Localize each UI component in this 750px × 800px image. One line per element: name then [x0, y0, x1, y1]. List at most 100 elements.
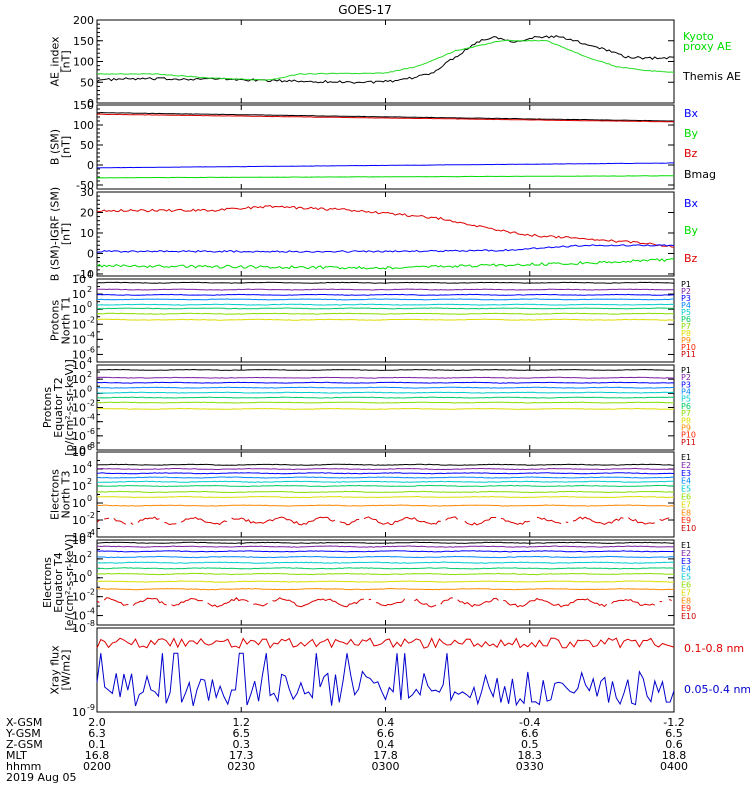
series-noisy-segment	[572, 516, 624, 525]
y-axis-label: North T1	[60, 297, 73, 345]
x-tick-label-x-gsm: -1.2	[663, 716, 684, 729]
legend-item: By	[684, 224, 699, 237]
series-noisy-segment	[171, 597, 203, 607]
series-flux-channel	[96, 484, 675, 488]
series-noisy-segment	[464, 517, 497, 526]
series-xray-short	[96, 652, 675, 707]
series-flux-channel	[97, 495, 675, 499]
series-noisy-segment	[103, 597, 129, 606]
y-axis-label: Xray flux	[49, 645, 62, 695]
y-axis-label: Electrons	[41, 557, 54, 608]
series-bx-igrf	[96, 244, 675, 253]
legend-item: P6	[681, 315, 691, 324]
y-tick-label: 10	[72, 480, 86, 493]
series-noisy-segment	[137, 516, 160, 523]
x-tick-label-y-gsm: 6.5	[665, 727, 683, 740]
series-noisy-segment	[231, 516, 336, 526]
x-row-label: hhmm	[6, 760, 41, 773]
series-noisy-segment	[96, 600, 100, 603]
legend-item: E9	[681, 516, 691, 525]
y-tick-exponent: 4	[87, 531, 92, 540]
series-flux-channel	[96, 303, 675, 306]
x-row-label: Y-GSM	[5, 727, 41, 740]
x-tick-label-x-gsm: -0.4	[519, 716, 540, 729]
y-tick-exponent: 2	[87, 550, 92, 559]
y-tick-exponent: -8	[87, 619, 95, 628]
legend-item: Bz	[684, 147, 698, 160]
series-flux-channel	[96, 386, 675, 389]
y-axis-label: [nT]	[60, 50, 73, 72]
series-noisy-segment	[104, 517, 110, 520]
y-tick-exponent: -4	[87, 330, 95, 339]
x-tick-label-mlt: 16.8	[85, 749, 110, 762]
y-tick-exponent: 4	[87, 460, 92, 469]
panel-bigrf: -10 0 10 20 30 B (SM)-IGRF (SM)[nT] Bx By Bz	[49, 186, 699, 281]
x-tick-label-mlt: 17.3	[229, 749, 254, 762]
series-noisy-segment	[611, 599, 656, 606]
panel-bsm: -50 0 50 100 150 B (SM)[nT] Bx By Bz Bmag	[49, 99, 717, 192]
series-noisy-segment	[96, 519, 100, 523]
y-tick-label: 0	[87, 247, 94, 260]
y-tick-exponent: 2	[87, 285, 92, 294]
series-by	[96, 175, 675, 179]
legend-item: P6	[681, 402, 691, 411]
legend-item: Kyoto	[683, 30, 714, 43]
series-noisy-segment	[500, 517, 530, 525]
y-tick-exponent: -2	[87, 511, 95, 520]
series-flux-channel	[96, 555, 674, 559]
legend-item: E9	[681, 604, 691, 613]
plot-date: 2019 Aug 05	[6, 771, 76, 784]
series-noisy-segment	[113, 517, 127, 525]
y-tick-exponent: 0	[87, 300, 92, 309]
y-axis-label: Protons	[41, 387, 54, 428]
y-tick-exponent: -8	[87, 441, 95, 450]
y-tick-label: 10	[72, 497, 86, 510]
legend-item: P3	[681, 294, 691, 303]
series-noisy-segment	[180, 516, 227, 526]
y-tick-exponent: 0	[87, 494, 92, 503]
series-noisy-segment	[414, 598, 437, 608]
legend-item: E6	[681, 493, 691, 502]
y-tick-label: 0	[87, 97, 94, 110]
x-tick-label-x-gsm: 0.4	[377, 716, 395, 729]
legend-item: P11	[681, 350, 696, 359]
series-noisy-segment	[132, 597, 167, 606]
series-flux-channel	[96, 490, 675, 494]
series-flux-channel	[96, 467, 675, 471]
x-tick-label-y-gsm: 6.6	[521, 727, 539, 740]
series-flux-channel	[96, 480, 674, 483]
series-flux-channel	[97, 288, 674, 291]
y-tick-label: 10	[72, 288, 86, 301]
x-row-label: Z-GSM	[6, 738, 43, 751]
y-tick-label: 50	[80, 76, 94, 89]
legend-item: proxy AE	[683, 40, 732, 53]
chart-title: GOES-17	[338, 3, 392, 17]
legend-item: E10	[681, 524, 696, 533]
y-tick-label: 100	[73, 56, 94, 69]
x-row-label: X-GSM	[6, 716, 42, 729]
legend-item: P8	[681, 329, 691, 338]
series-noisy-segment	[363, 516, 441, 526]
legend-item: E1	[681, 541, 691, 550]
series-bz	[96, 113, 674, 123]
y-tick-exponent: -4	[87, 607, 95, 616]
series-bx	[96, 162, 674, 169]
legend-item: E5	[681, 573, 691, 582]
series-flux-channel	[96, 407, 675, 410]
series-flux-channel	[96, 550, 675, 553]
legend-item: Bx	[684, 107, 699, 120]
y-tick-label: 10	[72, 444, 86, 457]
y-tick-label: 10	[72, 273, 86, 286]
y-tick-label: 10	[72, 553, 86, 566]
y-tick-label: 10	[72, 359, 86, 372]
y-tick-exponent: 2	[87, 477, 92, 486]
y-tick-label: 10	[72, 531, 86, 544]
y-axis-label: Equator T2	[52, 377, 65, 437]
